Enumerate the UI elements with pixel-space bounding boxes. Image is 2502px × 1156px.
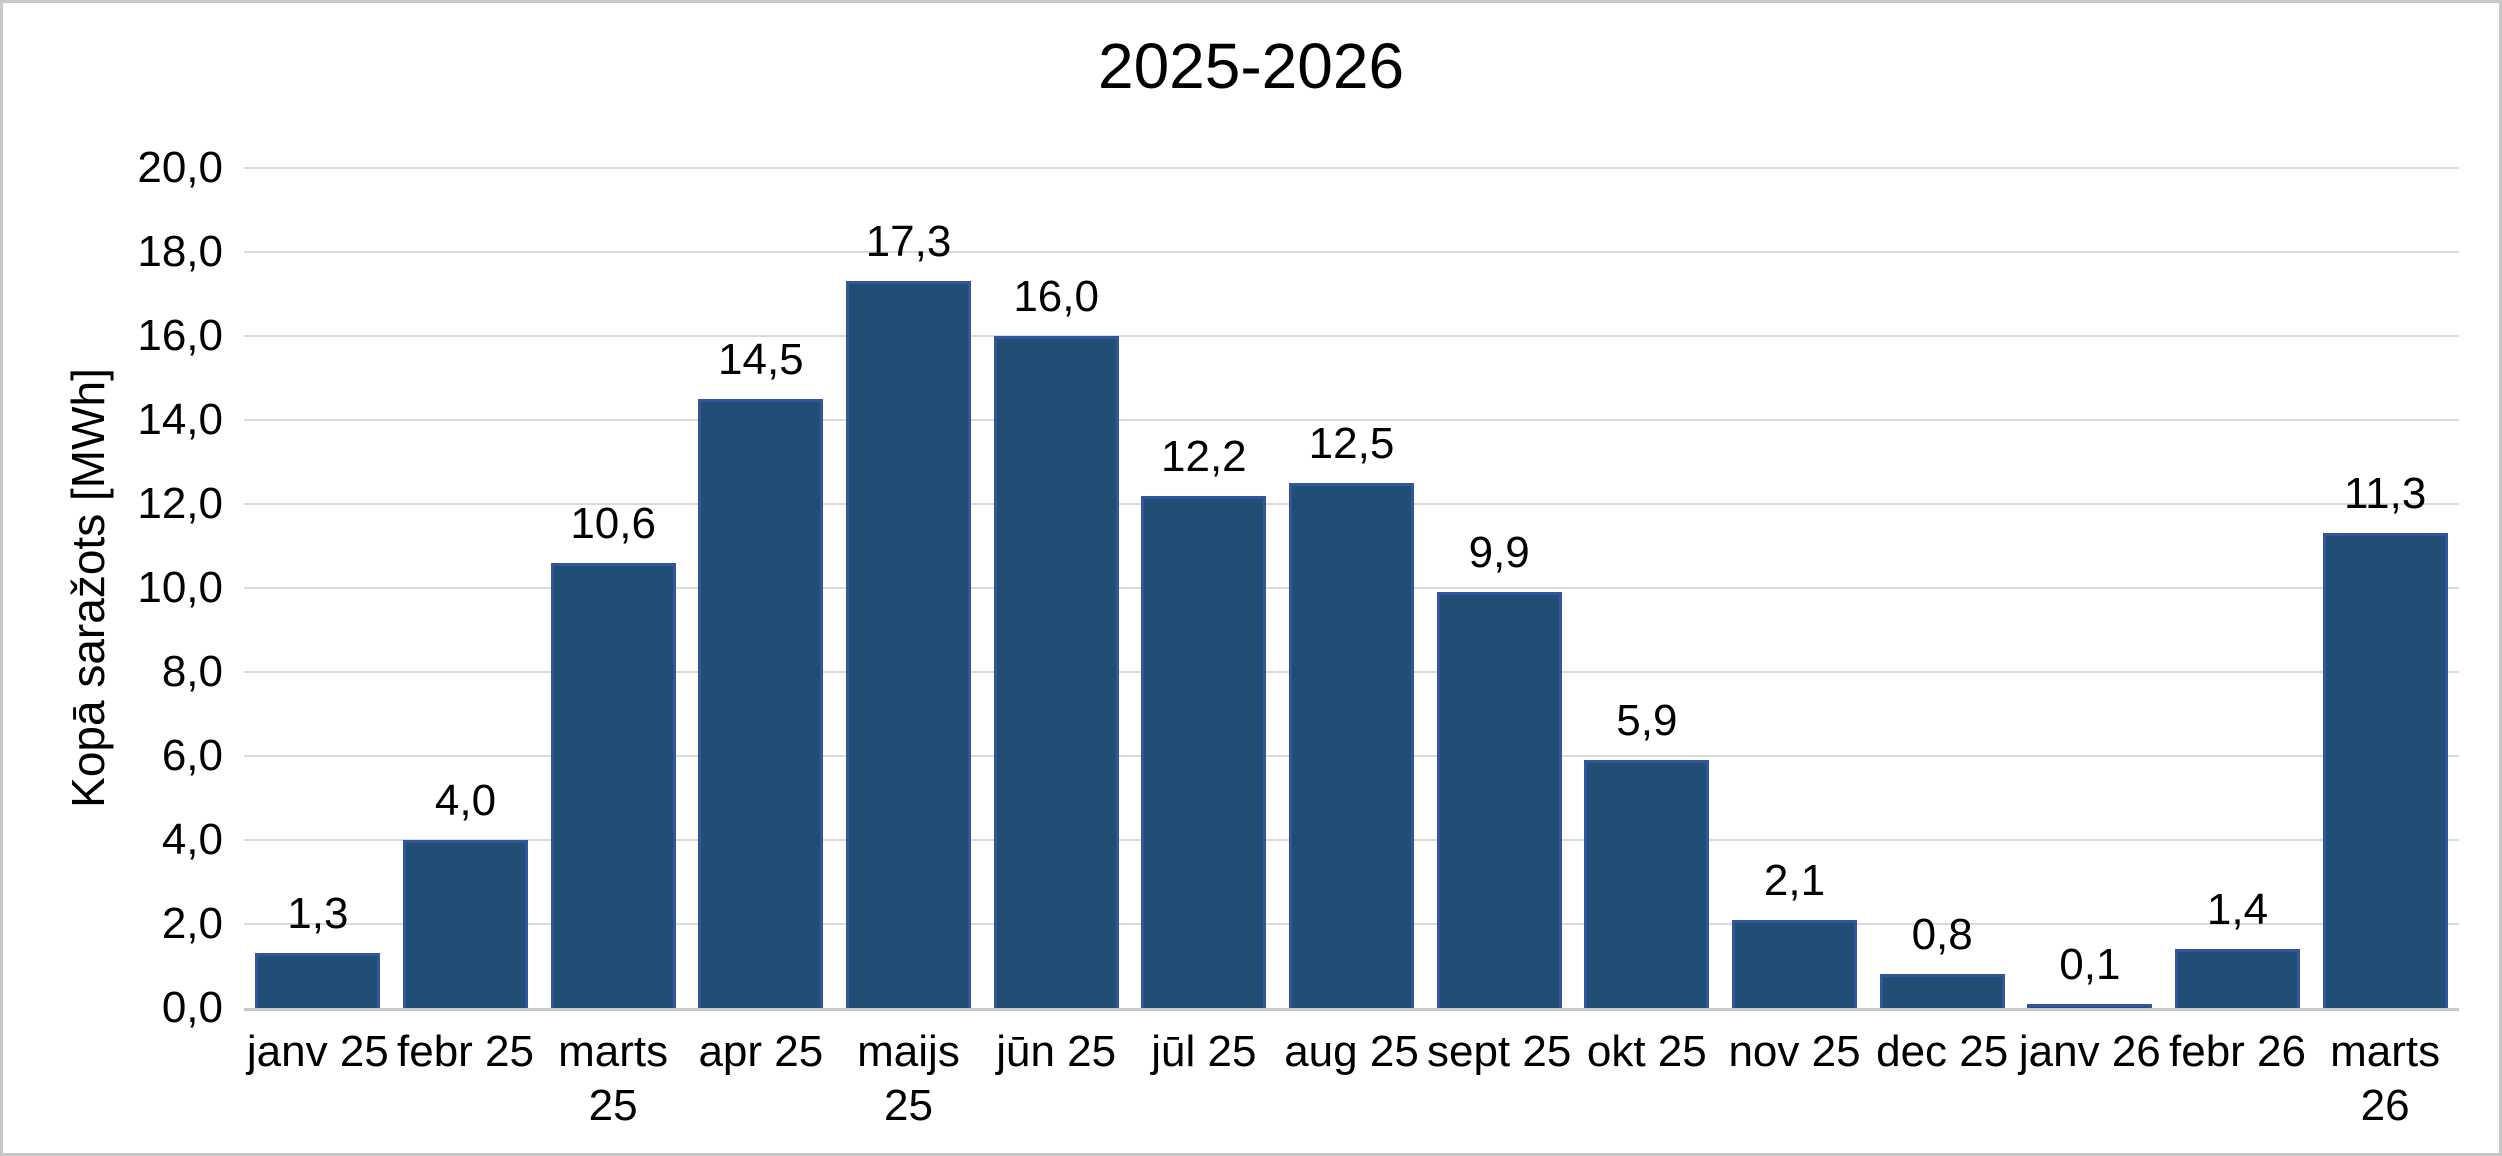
y-axis-tick-label: 0,0: [161, 983, 223, 1032]
bar-slot: 12,2: [1130, 168, 1278, 1008]
gridline: [244, 167, 2459, 169]
y-axis: 0,0 2,0 4,0 6,0 8,0 10,0 12,0 14,0 16,0 18,0 20,0: [3, 3, 223, 1153]
x-axis-tick-label: janv 25: [246, 1027, 389, 1076]
y-axis-tick-label: 8,0: [161, 647, 223, 696]
gridline: [244, 335, 2459, 337]
x-axis-tick-label: febr 25: [397, 1027, 534, 1076]
bar-slot: 17,3: [835, 168, 983, 1008]
x-axis-tick-label: okt 25: [1586, 1027, 1707, 1076]
bar-slot: 1,4: [2164, 168, 2312, 1008]
y-axis-tick-label: 6,0: [161, 731, 223, 780]
x-axis-tick-label: marts 25: [558, 1027, 669, 1130]
y-axis-tick-label: 2,0: [161, 899, 223, 948]
bar-value-label: 1,4: [2206, 885, 2269, 935]
bar: [1732, 919, 1857, 1008]
bar-slot: 10,6: [539, 168, 687, 1008]
bar-slot: 14,5: [687, 168, 835, 1008]
y-axis-tick-label: 20,0: [137, 143, 223, 192]
bar-value-label: 12,5: [1308, 419, 1395, 468]
gridline: [244, 251, 2459, 253]
gridline: [244, 419, 2459, 421]
bar: [403, 840, 528, 1008]
bar-value-label: 5,9: [1616, 696, 1678, 746]
x-axis-tick-label: febr 26: [2169, 1027, 2306, 1076]
x-axis-tick-label: nov 25: [1728, 1027, 1861, 1076]
bar-slot: 0,8: [1868, 168, 2016, 1008]
bar-slot: 12,5: [1278, 168, 1426, 1008]
bar-value-label: 9,9: [1468, 528, 1530, 578]
x-axis-tick-label: aug 25: [1284, 1027, 1419, 1076]
bar: [255, 953, 381, 1008]
bar-slot: 0,1: [2016, 168, 2164, 1008]
bar-value-label: 0,1: [2059, 939, 2121, 989]
y-axis-tick-label: 18,0: [137, 227, 223, 276]
x-axis-tick-label: apr 25: [698, 1027, 824, 1076]
x-axis-tick-label: jūl 25: [1151, 1027, 1257, 1076]
bar-slot: 4,0: [392, 168, 540, 1008]
bar-value-label: 10,6: [570, 498, 656, 548]
bar: [993, 336, 1119, 1008]
bar-value-label: 11,3: [2343, 469, 2427, 519]
x-axis-tick-label: jūn 25: [996, 1027, 1117, 1076]
bar-value-label: 4,0: [434, 776, 497, 825]
chart-title: 2025-2026: [1097, 30, 1405, 102]
bar: [1141, 495, 1267, 1008]
y-axis-tick-label: 4,0: [161, 815, 223, 864]
x-axis: janv 25 febr 25 marts 25 apr 25 maijs 25 jūn …: [244, 1025, 2459, 1145]
bar-slot: 2,1: [1721, 168, 1869, 1008]
bar-value-label: 14,5: [718, 335, 804, 384]
bar: [550, 562, 676, 1008]
bar-value-label: 17,3: [865, 217, 952, 267]
bar: [2175, 949, 2300, 1008]
bar: [1436, 592, 1562, 1008]
bar: [1879, 974, 2005, 1008]
bar-value-label: 0,8: [1911, 910, 1973, 960]
y-axis-tick-label: 16,0: [137, 311, 223, 360]
x-axis-tick-label: sept 25: [1426, 1027, 1572, 1076]
bar-slot: 1,3: [244, 168, 392, 1008]
y-axis-tick-label: 14,0: [137, 395, 223, 444]
y-axis-tick-label: 12,0: [137, 479, 223, 528]
plot-area: 1,3 4,0 10,6 14,5 17,3 16,0 12,2 12,5 9,9 5,9 2,1 0…: [244, 167, 2459, 1011]
bar-value-label: 16,0: [1013, 272, 1099, 321]
bar: [1289, 483, 1414, 1008]
bar-value-label: 1,3: [287, 889, 349, 939]
x-axis-tick-label: janv 26: [2018, 1027, 2161, 1076]
bar-value-label: 2,1: [1763, 855, 1826, 905]
y-axis-tick-label: 10,0: [137, 563, 223, 612]
bar: [2027, 1003, 2153, 1008]
bar: [846, 281, 971, 1008]
bar-slot: 11,3: [2311, 168, 2459, 1008]
x-axis-tick-label: marts 26: [2330, 1027, 2441, 1130]
bar: [698, 399, 824, 1008]
bar: [1584, 760, 1710, 1008]
x-axis-tick-label: dec 25: [1876, 1027, 2009, 1076]
bar-slot: 16,0: [982, 168, 1130, 1008]
bar-slot: 5,9: [1573, 168, 1721, 1008]
bar: [2322, 533, 2448, 1008]
bar-slot: 9,9: [1425, 168, 1573, 1008]
x-axis-tick-label: maijs 25: [857, 1027, 960, 1130]
bar-value-label: 12,2: [1161, 431, 1247, 481]
